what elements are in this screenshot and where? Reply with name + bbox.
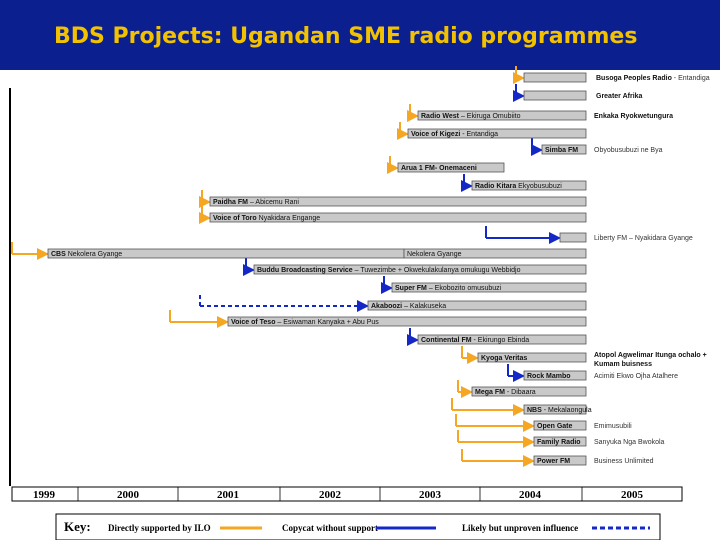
programme-bar: Arua 1 FM- Onemaceni — [397, 162, 505, 173]
side-label: Emimusubili — [594, 423, 632, 430]
side-label: Obyobusubuzi ne Bya — [594, 147, 663, 154]
programme-bar: Paidha FM – Abicemu Rani — [209, 196, 587, 207]
key-title: Key: — [64, 519, 91, 534]
bar-label: Akaboozi – Kalakuseka — [371, 303, 446, 310]
bar-rect — [253, 264, 587, 275]
programme-bar: Voice of Teso – Esiwaman Kanyaka + Abu P… — [227, 316, 587, 327]
bar-label: Voice of Toro Nyakidara Engange — [213, 215, 320, 222]
bar-rect — [209, 212, 587, 223]
bar-rect — [417, 334, 587, 345]
bar-label: Voice of Kigezi - Entandiga — [411, 131, 498, 138]
programme-bar: Radio West – Ekiruga Omubiito — [417, 110, 587, 121]
year-label: 2005 — [621, 489, 644, 501]
programme-bar — [523, 90, 587, 101]
side-label: Acimiti Ekwo Ojha Atalhere — [594, 373, 678, 380]
year-label: 2003 — [419, 489, 442, 501]
side-label: Business Unlimited — [594, 458, 654, 465]
side-label: Liberty FM – Nyakidara Gyange — [594, 235, 693, 242]
bar-rect — [227, 316, 587, 327]
year-axis — [11, 486, 683, 502]
bar-rect — [367, 300, 587, 311]
programme-bar: Super FM – Ekobozito omusubuzi — [391, 282, 587, 293]
year-label: 2002 — [319, 489, 342, 501]
programme-bar: Voice of Kigezi - Entandiga — [407, 128, 587, 139]
title-bar: BDS Projects: Ugandan SME radio programm… — [0, 0, 720, 70]
programme-bar: Continental FM - Ekirungo Ebinda — [417, 334, 587, 345]
bar-label: Arua 1 FM- Onemaceni — [401, 165, 477, 172]
page-title: BDS Projects: Ugandan SME radio programm… — [54, 24, 638, 49]
bar-label: Continental FM - Ekirungo Ebinda — [421, 337, 529, 344]
bar-rect — [533, 436, 587, 447]
side-label-line2: Kumam buisness — [594, 361, 652, 368]
bar-rect-2 — [403, 248, 587, 259]
bar-rect — [523, 370, 587, 381]
programme-bar: Radio Kitara Ekyobusubuzi — [471, 180, 587, 191]
bar-label: Mega FM - Dibaara — [475, 389, 536, 396]
bar-rect — [471, 386, 587, 397]
programme-bar: NBS - Mekalaongula — [523, 404, 592, 415]
bar-rect — [391, 282, 587, 293]
bar-label-2: Nekolera Gyange — [407, 251, 462, 258]
bar-rect — [523, 404, 587, 415]
bar-label: NBS - Mekalaongula — [527, 407, 592, 414]
programme-bar: Family Radio — [533, 436, 587, 447]
bar-label: Radio Kitara Ekyobusubuzi — [475, 183, 562, 190]
bar-rect — [541, 144, 587, 155]
side-label: Busoga Peoples Radio - Entandiga — [596, 75, 710, 82]
bar-rect — [477, 352, 587, 363]
bar-rect — [533, 455, 587, 466]
bar-label: Kyoga Veritas — [481, 355, 527, 362]
bar-rect — [533, 420, 587, 431]
programme-bars: Busoga Peoples Radio - Entandiga Greater … — [47, 72, 710, 466]
programme-bar: Power FM — [533, 455, 587, 466]
year-label: 2004 — [519, 489, 542, 501]
programme-bar: Buddu Broadcasting Service – Tuwezimbe +… — [253, 264, 587, 275]
side-label: Sanyuka Nga Bwokola — [594, 439, 665, 446]
programme-bar — [523, 72, 587, 83]
bar-label: Voice of Teso – Esiwaman Kanyaka + Abu P… — [231, 319, 379, 326]
key-direct-label: Directly supported by ILO — [108, 523, 211, 533]
bar-label: Super FM – Ekobozito omusubuzi — [395, 285, 502, 292]
bar-rect — [559, 232, 587, 243]
key-likely-label: Likely but unproven influence — [462, 523, 578, 533]
programme-bar: Kyoga Veritas — [477, 352, 587, 363]
bar-rect — [417, 110, 587, 121]
programme-bar: Mega FM - Dibaara — [471, 386, 587, 397]
bar-label: Radio West – Ekiruga Omubiito — [421, 113, 521, 120]
bar-rect — [407, 128, 587, 139]
year-labels: 1999 2000 2001 2002 2003 2004 2005 — [33, 487, 644, 501]
bar-label: Power FM — [537, 458, 570, 465]
year-label: 2000 — [117, 489, 140, 501]
bar-rect — [397, 162, 505, 173]
programme-bar: Open Gate — [533, 420, 587, 431]
bar-label: Open Gate — [537, 423, 573, 430]
bar-label: Family Radio — [537, 439, 581, 446]
programme-bar: Voice of Toro Nyakidara Engange — [209, 212, 587, 223]
bar-rect — [523, 72, 587, 83]
bar-label: Buddu Broadcasting Service – Tuwezimbe +… — [257, 267, 521, 274]
bar-label: Paidha FM – Abicemu Rani — [213, 199, 299, 206]
bar-label: Rock Mambo — [527, 373, 571, 380]
key-box — [55, 513, 661, 540]
bar-rect — [523, 90, 587, 101]
connector-lines — [11, 66, 561, 467]
programme-bar — [559, 232, 587, 243]
bar-rect — [471, 180, 587, 191]
programme-bar: Simba FM — [541, 144, 587, 155]
programme-bar: Rock Mambo — [523, 370, 587, 381]
programme-bar: Akaboozi – Kalakuseka — [367, 300, 587, 311]
bar-label: Simba FM — [545, 147, 578, 154]
programme-bar: CBS Nekolera Gyange Nekolera Gyange — [47, 248, 587, 259]
bar-rect — [209, 196, 587, 207]
key-copycat-label: Copycat without support — [282, 523, 378, 533]
year-label: 1999 — [33, 489, 56, 501]
side-label: Greater Afrika — [596, 93, 643, 100]
year-label: 2001 — [217, 489, 239, 501]
side-label: Enkaka Ryokwetungura — [594, 113, 673, 120]
bar-label: CBS Nekolera Gyange — [51, 251, 122, 258]
side-label: Atopol Agwelimar Itunga ochalo + — [594, 352, 707, 359]
